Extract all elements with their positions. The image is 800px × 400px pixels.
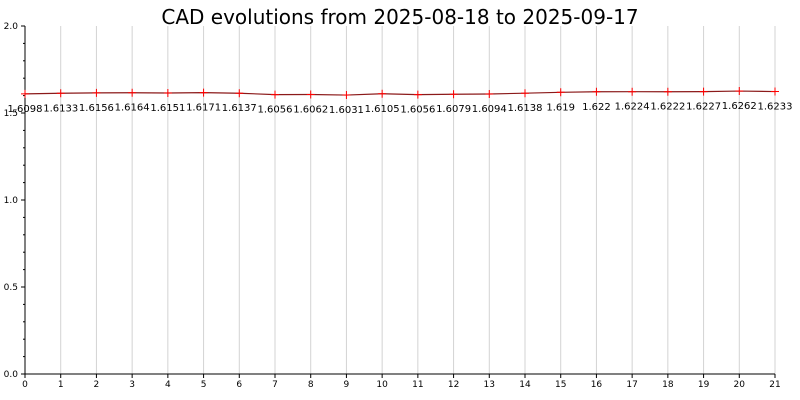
data-point-marker [735, 87, 744, 96]
x-tick-label: 17 [626, 380, 637, 390]
x-tick-label: 5 [201, 380, 207, 390]
x-tick-label: 20 [734, 380, 746, 390]
data-label: 1.6262 [722, 101, 757, 112]
x-tick-label: 3 [129, 380, 135, 390]
data-label: 1.6224 [615, 102, 650, 113]
x-tick-label: 7 [272, 380, 278, 390]
data-point-marker [592, 87, 601, 96]
data-point-marker [306, 90, 315, 99]
data-label: 1.6094 [472, 104, 507, 115]
data-label: 1.6031 [329, 105, 364, 116]
data-label: 1.6133 [43, 103, 78, 114]
data-label: 1.6056 [258, 105, 293, 116]
data-label: 1.6098 [8, 104, 43, 115]
x-tick-label: 16 [591, 380, 603, 390]
x-tick-label: 1 [58, 380, 64, 390]
data-label: 1.6151 [150, 103, 185, 114]
x-tick-label: 18 [662, 380, 674, 390]
data-label: 1.6156 [79, 103, 114, 114]
x-tick-label: 9 [344, 380, 350, 390]
data-point-marker [342, 91, 351, 100]
data-label: 1.6227 [686, 102, 721, 113]
y-tick-label: 1.0 [4, 196, 19, 206]
data-label: 1.6233 [758, 102, 793, 113]
data-point-marker [449, 90, 458, 99]
x-tick-label: 6 [236, 380, 242, 390]
data-point-marker [271, 90, 279, 99]
data-point-marker [485, 89, 494, 98]
data-point-marker [556, 88, 565, 97]
data-label: 1.6222 [650, 102, 685, 113]
x-tick-label: 2 [94, 380, 100, 390]
data-label: 1.6137 [222, 103, 257, 114]
x-tick-label: 8 [308, 380, 314, 390]
x-tick-label: 15 [555, 380, 566, 390]
x-tick-label: 19 [698, 380, 710, 390]
data-point-marker [663, 87, 672, 96]
x-tick-label: 4 [165, 380, 171, 390]
data-point-marker [699, 87, 708, 96]
data-point-marker [92, 88, 101, 97]
data-point-marker [199, 88, 208, 97]
y-tick-label: 2.0 [4, 22, 19, 32]
x-tick-label: 13 [484, 380, 495, 390]
data-point-marker [21, 89, 29, 98]
x-tick-label: 12 [448, 380, 459, 390]
data-point-marker [235, 89, 244, 98]
x-tick-label: 0 [22, 380, 28, 390]
data-point-marker [163, 88, 172, 97]
data-point-marker [771, 87, 779, 96]
data-point-marker [628, 87, 637, 96]
data-label: 1.6056 [400, 105, 435, 116]
data-point-marker [128, 88, 137, 97]
x-tick-label: 10 [376, 380, 388, 390]
data-label: 1.622 [582, 102, 611, 113]
x-tick-label: 21 [769, 380, 780, 390]
data-label: 1.619 [546, 102, 575, 113]
data-point-marker [56, 89, 65, 98]
data-label: 1.6079 [436, 104, 471, 115]
data-point-marker [521, 89, 529, 98]
y-tick-label: 1.5 [4, 109, 18, 119]
y-tick-label: 0.5 [4, 283, 18, 293]
y-tick-label: 0.0 [4, 370, 19, 380]
data-label: 1.6171 [186, 103, 221, 114]
data-point-marker [413, 90, 422, 99]
x-tick-label: 14 [519, 380, 531, 390]
data-label: 1.6138 [508, 103, 543, 114]
data-label: 1.6105 [365, 104, 400, 115]
chart-title: CAD evolutions from 2025-08-18 to 2025-0… [161, 5, 638, 29]
x-tick-label: 11 [412, 380, 423, 390]
data-point-marker [378, 89, 387, 98]
data-label: 1.6062 [293, 105, 328, 116]
series-line [24, 90, 776, 96]
data-label: 1.6164 [115, 103, 150, 114]
